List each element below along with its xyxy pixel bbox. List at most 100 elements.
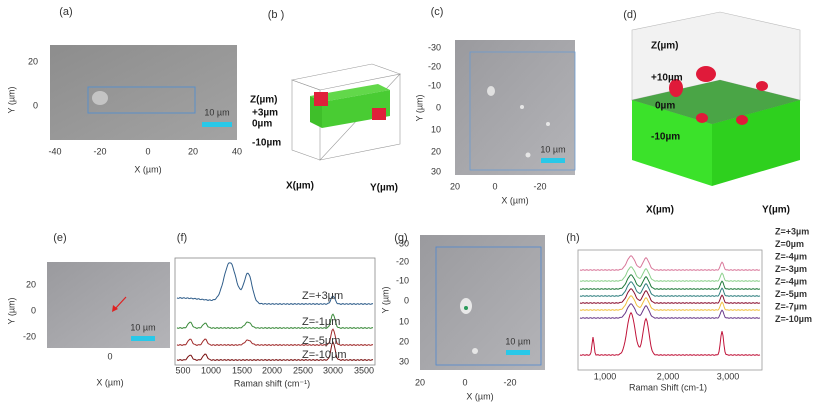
panel-label: (a) xyxy=(59,6,72,18)
scale-bar-label: 10 µm xyxy=(204,107,229,117)
y-tick-label: 10 xyxy=(399,316,409,326)
spectrum-line xyxy=(579,274,761,290)
particle xyxy=(487,86,495,96)
green-top xyxy=(310,84,390,102)
scale-bar xyxy=(202,122,232,127)
y-tick-label: -20 xyxy=(428,61,441,71)
panel-label: (e) xyxy=(53,232,66,244)
microscope-image xyxy=(420,235,545,370)
x-axis-label: X (µm) xyxy=(96,377,123,387)
z-tick-label: -10µm xyxy=(651,132,680,143)
y-tick-label: -20 xyxy=(396,256,409,266)
trace-label: Z=-10µm xyxy=(302,349,347,361)
y-axis-label: Y (µm) xyxy=(380,286,390,313)
x-tick-label: 20 xyxy=(450,181,460,191)
green-side xyxy=(632,100,712,186)
microscope-image xyxy=(47,262,170,348)
trace-label: Z=-5µm xyxy=(302,335,340,347)
x-tick-label: 1500 xyxy=(232,365,252,375)
volume-render xyxy=(290,63,402,161)
y-tick-label: 20 xyxy=(28,56,38,66)
y-tick-label: 20 xyxy=(431,146,441,156)
x-tick-label: 40 xyxy=(232,146,242,156)
legend-entry: Z=+3µm xyxy=(775,226,809,236)
y-axis-label: Y(µm) xyxy=(762,205,790,216)
particle xyxy=(472,348,478,354)
trace-label: Z=+3µm xyxy=(302,290,343,302)
spectrum-line xyxy=(579,295,761,311)
z-tick-label: 0µm xyxy=(655,101,675,112)
legend-entry: Z=-10µm xyxy=(775,314,812,324)
spectrum-line xyxy=(176,328,374,346)
y-axis-label: Y (µm) xyxy=(414,94,424,121)
scale-bar xyxy=(541,158,565,163)
scale-bar-label: 10 µm xyxy=(505,336,530,346)
spectrum-line xyxy=(579,266,761,282)
spectrum-line xyxy=(176,341,374,361)
z-tick-label: +10µm xyxy=(651,73,683,84)
x-tick-label: 2,000 xyxy=(657,371,680,381)
legend-entry: Z=-7µm xyxy=(775,301,807,311)
z-axis-label: Z(µm) xyxy=(250,95,277,106)
x-axis-label: Raman Shift (cm-1) xyxy=(629,382,707,392)
legend-entry: Z=-3µm xyxy=(775,264,807,274)
x-tick-label: 0 xyxy=(462,377,467,387)
y-tick-label: 30 xyxy=(431,166,441,176)
red-region xyxy=(314,92,328,106)
x-tick-label: 0 xyxy=(145,146,150,156)
x-tick-label: -20 xyxy=(503,377,516,387)
y-tick-label: 0 xyxy=(33,100,38,110)
y-tick-label: -20 xyxy=(23,331,36,341)
scale-bar-label: 10 µm xyxy=(540,144,565,154)
z-tick-label: +3µm xyxy=(252,108,278,119)
x-tick-label: 20 xyxy=(188,146,198,156)
z-tick-label: -10µm xyxy=(252,138,281,149)
y-tick-label: 20 xyxy=(26,279,36,289)
spectrum-line xyxy=(176,262,374,305)
panel-label: (h) xyxy=(566,232,579,244)
particle xyxy=(525,152,531,158)
x-tick-label: 2500 xyxy=(293,365,313,375)
particle xyxy=(520,105,524,109)
x-tick-label: 1000 xyxy=(201,365,221,375)
x-tick-label: -20 xyxy=(533,181,546,191)
spectrum-line xyxy=(579,288,761,304)
red-region xyxy=(372,108,386,120)
microscope-image xyxy=(455,40,575,175)
spectrum-line xyxy=(579,281,761,297)
y-tick-label: -10 xyxy=(428,80,441,90)
x-tick-label: 20 xyxy=(415,377,425,387)
red-region xyxy=(756,81,768,91)
spectrum-line xyxy=(579,255,761,271)
trace-label: Z=-1µm xyxy=(302,316,340,328)
y-tick-label: -30 xyxy=(396,238,409,248)
panel-label: (c) xyxy=(431,6,444,18)
particle-core xyxy=(464,306,468,310)
y-tick-label: 10 xyxy=(431,124,441,134)
x-tick-label: 1,000 xyxy=(594,371,617,381)
spectrum-line xyxy=(579,311,761,356)
legend-entry: Z=-4µm xyxy=(775,251,807,261)
x-tick-label: 0 xyxy=(492,181,497,191)
red-region xyxy=(696,66,716,82)
x-tick-label: 0 xyxy=(107,351,112,361)
y-axis-label: Y(µm) xyxy=(370,183,398,194)
panel-label: (f) xyxy=(177,232,187,244)
x-axis-label: X(µm) xyxy=(646,205,674,216)
legend-entry: Z=0µm xyxy=(775,239,804,249)
x-axis-label: Raman shift (cm⁻¹) xyxy=(234,378,310,388)
plot-frame xyxy=(577,249,763,371)
y-tick-label: 30 xyxy=(399,356,409,366)
red-region xyxy=(669,79,683,97)
x-tick-label: -20 xyxy=(93,146,106,156)
y-tick-label: 0 xyxy=(404,295,409,305)
panel-label: (b ) xyxy=(268,9,285,21)
y-tick-label: -10 xyxy=(396,275,409,285)
scan-region xyxy=(435,246,542,366)
x-axis-label: X(µm) xyxy=(286,181,314,192)
y-axis-label: Y (µm) xyxy=(6,86,16,113)
scale-bar xyxy=(506,350,530,355)
x-axis-label: X (µm) xyxy=(466,391,493,401)
legend-entry: Z=-5µm xyxy=(775,289,807,299)
